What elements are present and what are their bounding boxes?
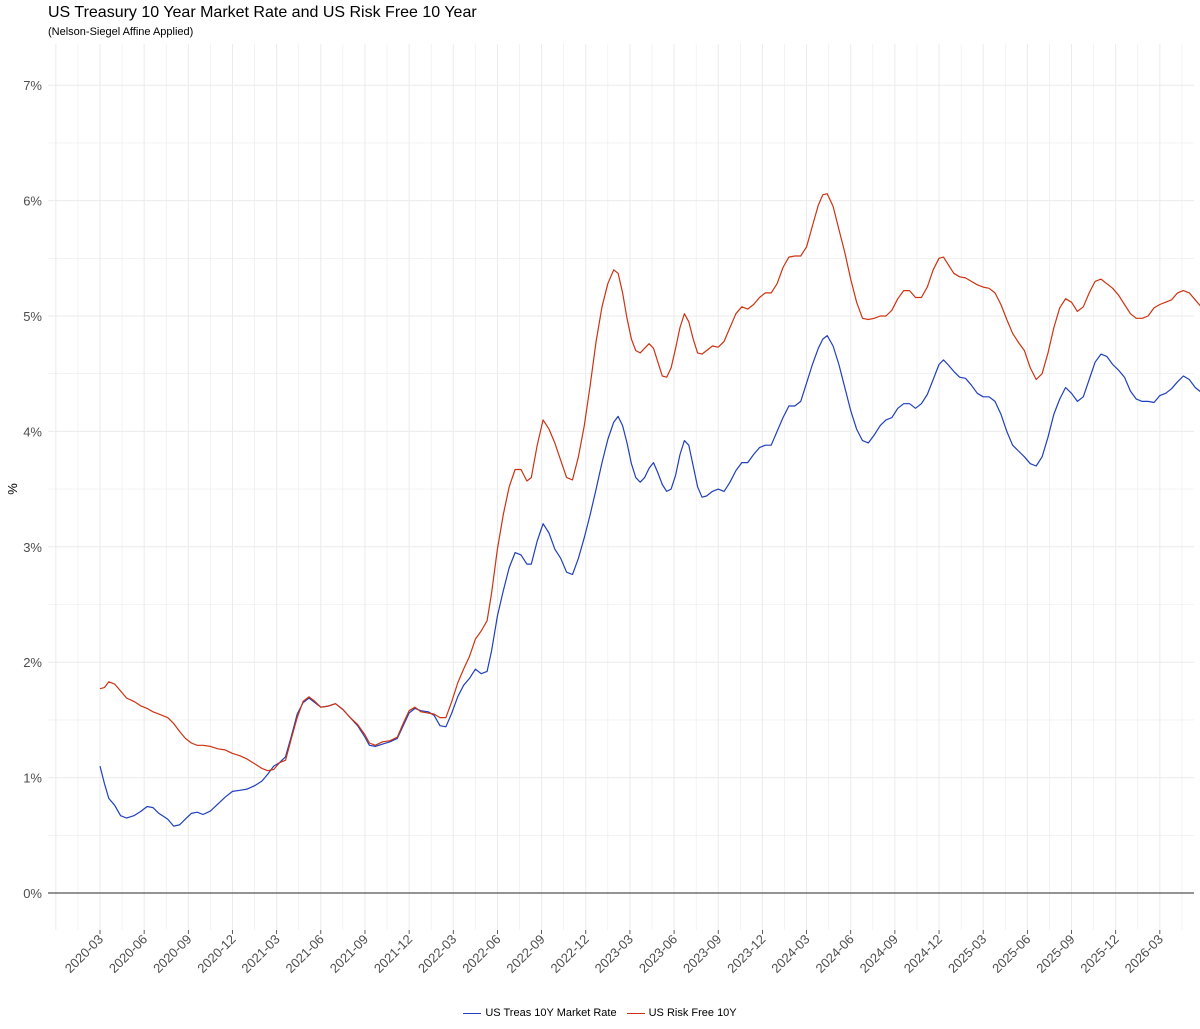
y-axis-label: % <box>5 483 20 495</box>
legend-swatch-risk-free <box>626 1012 645 1014</box>
y-tick-label: 4% <box>23 424 42 439</box>
x-tick-label: 2020-12 <box>194 932 238 976</box>
x-tick-label: 2025-06 <box>989 932 1033 976</box>
risk-free-10y-line <box>99 193 1200 772</box>
x-tick-label: 2021-06 <box>283 932 327 976</box>
series-layer <box>99 193 1200 827</box>
y-tick-label: 5% <box>23 309 42 324</box>
x-tick-label: 2024-06 <box>812 932 856 976</box>
x-axis-ticks: 2020-03 2020-06 2020-09 2020-12 2021-03 2021-… <box>62 930 1166 976</box>
x-tick-label: 2022-06 <box>459 932 503 976</box>
y-tick-label: 7% <box>23 78 42 93</box>
y-axis-ticks: 0% 1% 2% 3% 4% 5% 6% 7% <box>23 78 42 901</box>
x-tick-label: 2025-03 <box>945 932 989 976</box>
x-tick-label: 2023-03 <box>592 932 636 976</box>
x-tick-label: 2024-09 <box>857 932 901 976</box>
x-tick-label: 2022-09 <box>503 932 547 976</box>
x-tick-label: 2025-09 <box>1033 932 1077 976</box>
x-tick-label: 2026-03 <box>1122 932 1166 976</box>
legend-item-treasury: US Treas 10Y Market Rate <box>463 1007 617 1019</box>
x-tick-label: 2021-09 <box>327 932 371 976</box>
x-tick-label: 2024-03 <box>768 932 812 976</box>
legend: US Treas 10Y Market Rate US Risk Free 10… <box>0 1007 1200 1019</box>
y-tick-label: 2% <box>23 655 42 670</box>
legend-label-treasury: US Treas 10Y Market Rate <box>485 1007 617 1019</box>
y-tick-label: 0% <box>23 886 42 901</box>
x-tick-label: 2023-06 <box>636 932 680 976</box>
x-tick-label: 2021-12 <box>371 932 415 976</box>
y-tick-label: 6% <box>23 194 42 209</box>
x-tick-label: 2023-09 <box>680 932 724 976</box>
chart-subtitle: (Nelson-Siegel Affine Applied) <box>48 26 194 38</box>
treasury-10y-line <box>99 335 1200 827</box>
x-tick-label: 2025-12 <box>1077 932 1121 976</box>
x-tick-label: 2022-03 <box>415 932 459 976</box>
y-tick-label: 1% <box>23 771 42 786</box>
x-tick-label: 2020-03 <box>62 932 106 976</box>
x-tick-label: 2021-03 <box>238 932 282 976</box>
grid <box>48 44 1194 930</box>
y-tick-label: 3% <box>23 540 42 555</box>
x-tick-label: 2023-12 <box>724 932 768 976</box>
x-tick-label: 2024-12 <box>901 932 945 976</box>
x-tick-label: 2020-09 <box>150 932 194 976</box>
x-tick-label: 2020-06 <box>106 932 150 976</box>
x-tick-label: 2022-12 <box>548 932 592 976</box>
chart-title: US Treasury 10 Year Market Rate and US R… <box>48 4 477 21</box>
legend-label-risk-free: US Risk Free 10Y <box>648 1007 737 1019</box>
legend-swatch-treasury <box>463 1012 482 1014</box>
legend-item-risk-free: US Risk Free 10Y <box>626 1007 737 1019</box>
